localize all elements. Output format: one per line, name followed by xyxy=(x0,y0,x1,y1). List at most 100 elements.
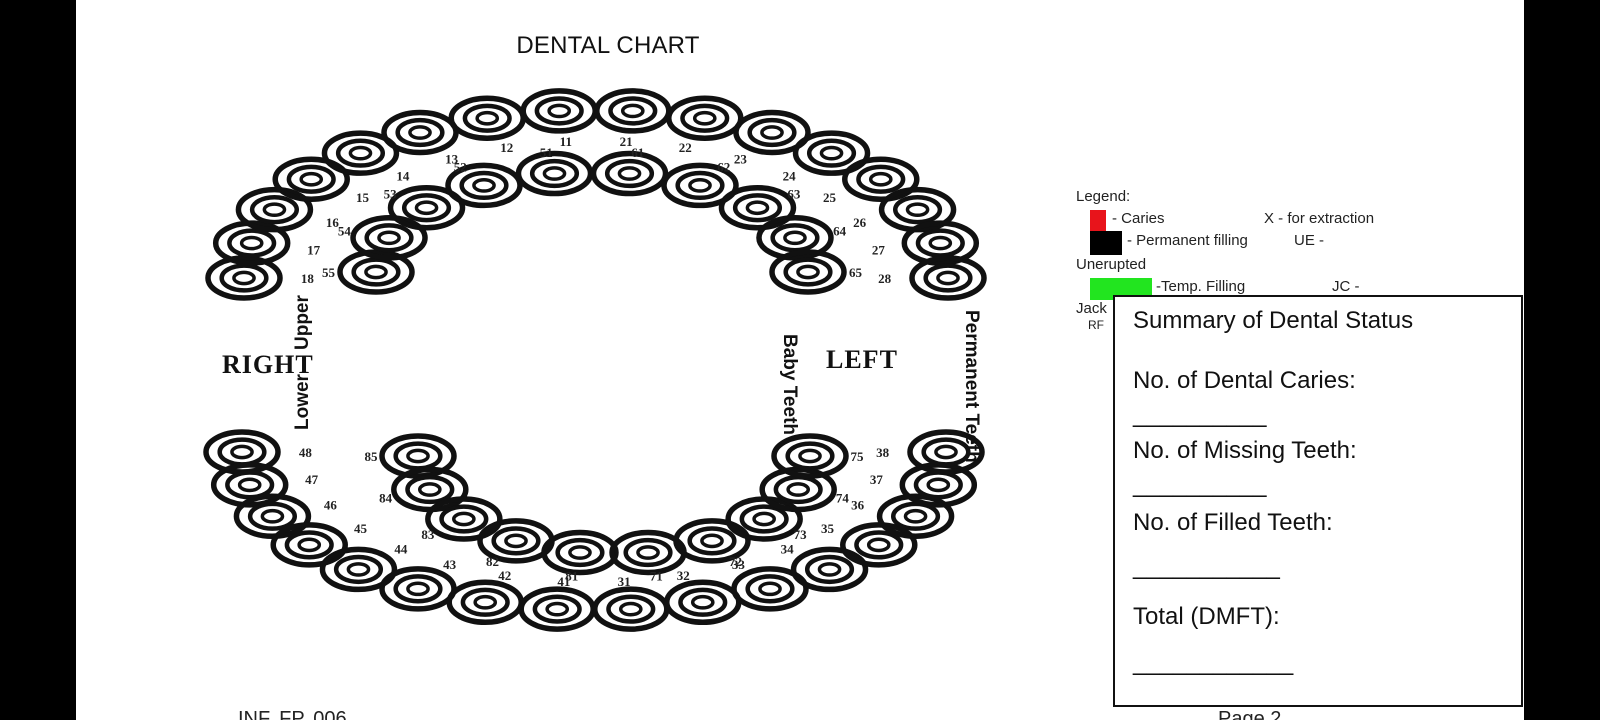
lower-permanent-tooth-label-33: 33 xyxy=(732,557,746,572)
upper-baby-tooth-54[interactable] xyxy=(350,215,428,261)
lower-permanent-tooth-32[interactable] xyxy=(664,579,742,626)
lower-baby-tooth-label-75: 75 xyxy=(851,449,865,464)
upper-baby-tooth-62[interactable] xyxy=(661,162,739,209)
legend-extraction: X - for extraction xyxy=(1264,210,1375,227)
page-number: Page 2 xyxy=(1218,708,1282,720)
lower-permanent-tooth-label-32: 32 xyxy=(677,568,690,583)
legend-jc: JC - xyxy=(1332,278,1360,295)
lower-permanent-tooth-35[interactable] xyxy=(840,522,918,568)
lower-permanent-tooth-47[interactable] xyxy=(210,462,289,508)
lower-permanent-tooth-45[interactable] xyxy=(270,522,348,568)
filled-teeth-blank[interactable]: ___________ xyxy=(1133,553,1280,580)
missing-teeth-blank[interactable]: __________ xyxy=(1133,471,1267,498)
lower-baby-tooth-label-74: 74 xyxy=(836,491,850,506)
lower-permanent-tooth-34[interactable] xyxy=(790,546,869,593)
lower-permanent-tooth-label-38: 38 xyxy=(876,445,890,460)
lower-baby-tooth-label-84: 84 xyxy=(379,491,393,506)
caries-count-blank[interactable]: __________ xyxy=(1133,401,1267,428)
lower-baby-tooth-label-72: 72 xyxy=(729,554,742,569)
caries-count-label: No. of Dental Caries: xyxy=(1133,367,1356,394)
upper-permanent-tooth-28[interactable] xyxy=(909,255,987,301)
upper-permanent-tooth-11[interactable] xyxy=(520,88,598,134)
upper-baby-tooth-label-65: 65 xyxy=(849,265,863,280)
missing-teeth-label: No. of Missing Teeth: xyxy=(1133,437,1357,464)
total-dmft-blank[interactable]: ____________ xyxy=(1133,649,1294,676)
upper-permanent-tooth-15[interactable] xyxy=(272,156,350,203)
lower-baby-tooth-83[interactable] xyxy=(425,496,503,542)
upper-permanent-tooth-label-23: 23 xyxy=(734,152,748,167)
lower-baby-tooth-74[interactable] xyxy=(759,466,837,513)
lower-baby-tooth-72[interactable] xyxy=(673,518,751,564)
lower-baby-tooth-75[interactable] xyxy=(771,433,849,479)
lower-permanent-tooth-label-48: 48 xyxy=(299,445,313,460)
upper-permanent-tooth-27[interactable] xyxy=(901,220,980,266)
permanent-filling-swatch xyxy=(1090,231,1122,255)
upper-permanent-tooth-12[interactable] xyxy=(448,95,526,141)
permanent-teeth-label: Permanent Teeth xyxy=(961,310,982,463)
legend-rf: RF xyxy=(1088,318,1104,332)
lower-label: Lower xyxy=(292,374,313,430)
upper-baby-tooth-label-52: 52 xyxy=(454,159,467,174)
lower-permanent-tooth-label-34: 34 xyxy=(781,541,795,556)
lower-permanent-tooth-label-31: 31 xyxy=(618,574,631,589)
upper-baby-tooth-61[interactable] xyxy=(590,150,669,197)
upper-baby-tooth-51[interactable] xyxy=(515,150,594,197)
upper-permanent-tooth-25[interactable] xyxy=(842,156,920,203)
legend-unerupted: Unerupted xyxy=(1076,256,1147,273)
caries-swatch xyxy=(1090,210,1106,232)
upper-baby-tooth-63[interactable] xyxy=(718,184,797,231)
upper-permanent-tooth-label-12: 12 xyxy=(500,140,513,155)
baby-teeth-label: Baby Teeth xyxy=(779,334,800,436)
lower-baby-tooth-label-83: 83 xyxy=(421,527,435,542)
lower-permanent-tooth-42[interactable] xyxy=(446,579,524,626)
dental-chart-diagram: 18 17 16 15 14 13 12 11 21 22 23 24 25 26 27 28 55 54 53 52… xyxy=(203,88,987,632)
lower-baby-tooth-84[interactable] xyxy=(391,466,469,513)
upper-baby-tooth-label-51: 51 xyxy=(540,145,553,160)
lower-permanent-tooth-label-43: 43 xyxy=(443,557,457,572)
left-side-label: LEFT xyxy=(826,345,898,374)
lower-baby-tooth-71[interactable] xyxy=(609,529,687,576)
upper-permanent-tooth-18[interactable] xyxy=(205,255,283,301)
upper-baby-tooth-label-62: 62 xyxy=(717,159,730,174)
lower-permanent-tooth-46[interactable] xyxy=(233,493,312,540)
lower-permanent-tooth-41[interactable] xyxy=(518,586,596,632)
summary-box: Summary of Dental Status No. of Dental C… xyxy=(1113,295,1523,707)
lower-permanent-tooth-38[interactable] xyxy=(907,429,985,475)
lower-permanent-tooth-36[interactable] xyxy=(876,493,955,540)
lower-baby-tooth-label-71: 71 xyxy=(650,569,663,584)
upper-baby-tooth-64[interactable] xyxy=(756,215,834,261)
upper-baby-tooth-52[interactable] xyxy=(445,162,523,209)
upper-permanent-tooth-label-27: 27 xyxy=(872,242,886,257)
lower-permanent-tooth-31[interactable] xyxy=(592,586,670,632)
lower-permanent-tooth-label-37: 37 xyxy=(870,472,884,487)
legend-title: Legend: xyxy=(1076,188,1131,205)
upper-baby-tooth-label-53: 53 xyxy=(384,187,398,202)
upper-permanent-tooth-22[interactable] xyxy=(666,95,744,141)
lower-permanent-tooth-label-41: 41 xyxy=(557,574,570,589)
upper-permanent-tooth-label-13: 13 xyxy=(445,152,459,167)
lower-permanent-tooth-label-35: 35 xyxy=(821,521,835,536)
summary-heading: Summary of Dental Status xyxy=(1133,307,1414,334)
upper-permanent-tooth-13[interactable] xyxy=(381,109,459,156)
upper-permanent-tooth-23[interactable] xyxy=(733,109,811,156)
upper-baby-tooth-65[interactable] xyxy=(769,249,847,295)
lower-permanent-tooth-33[interactable] xyxy=(731,566,809,612)
upper-permanent-tooth-label-15: 15 xyxy=(356,190,370,205)
lower-permanent-tooth-44[interactable] xyxy=(319,546,398,593)
lower-baby-tooth-81[interactable] xyxy=(541,529,619,576)
upper-permanent-tooth-label-26: 26 xyxy=(853,215,867,230)
legend-caries: - Caries xyxy=(1112,210,1165,227)
lower-permanent-tooth-43[interactable] xyxy=(379,566,457,612)
lower-permanent-tooth-label-47: 47 xyxy=(305,472,319,487)
lower-baby-tooth-73[interactable] xyxy=(725,496,803,542)
upper-permanent-tooth-21[interactable] xyxy=(594,88,672,134)
upper-permanent-tooth-label-21: 21 xyxy=(620,134,633,149)
upper-permanent-tooth-16[interactable] xyxy=(235,186,314,233)
total-dmft-label: Total (DMFT): xyxy=(1133,603,1280,630)
page-title: DENTAL CHART xyxy=(516,32,700,59)
lower-baby-tooth-label-82: 82 xyxy=(486,554,499,569)
upper-baby-tooth-55[interactable] xyxy=(337,249,415,295)
upper-permanent-tooth-14[interactable] xyxy=(321,130,400,176)
upper-baby-tooth-53[interactable] xyxy=(387,184,466,231)
upper-permanent-tooth-24[interactable] xyxy=(792,130,871,176)
